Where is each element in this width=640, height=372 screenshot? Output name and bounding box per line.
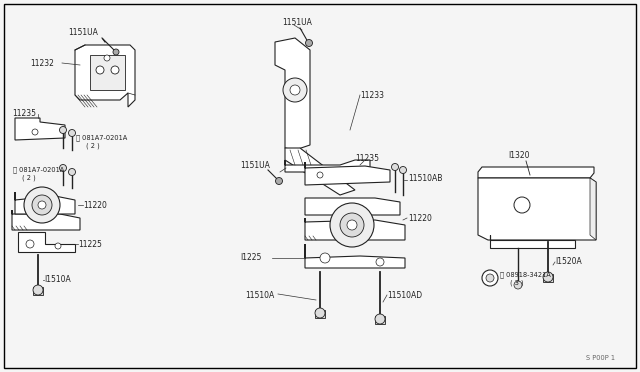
Text: Ⓑ 081A7-0201A: Ⓑ 081A7-0201A bbox=[76, 135, 127, 141]
Polygon shape bbox=[305, 244, 405, 268]
Circle shape bbox=[376, 258, 384, 266]
Text: 11510A: 11510A bbox=[245, 291, 275, 299]
Polygon shape bbox=[543, 274, 553, 282]
Circle shape bbox=[290, 85, 300, 95]
Text: I1225: I1225 bbox=[240, 253, 261, 263]
Circle shape bbox=[399, 167, 406, 173]
Circle shape bbox=[32, 129, 38, 135]
Text: ( 2 ): ( 2 ) bbox=[86, 143, 100, 149]
Text: ( 3 ): ( 3 ) bbox=[510, 280, 524, 286]
Polygon shape bbox=[285, 148, 355, 195]
Circle shape bbox=[33, 285, 43, 295]
Text: S P00P 1: S P00P 1 bbox=[586, 355, 615, 361]
Text: Ⓑ 081A7-0201A: Ⓑ 081A7-0201A bbox=[13, 167, 64, 173]
Circle shape bbox=[104, 55, 110, 61]
Text: ( 2 ): ( 2 ) bbox=[22, 175, 36, 181]
Text: I1320: I1320 bbox=[508, 151, 529, 160]
Circle shape bbox=[275, 177, 282, 185]
Polygon shape bbox=[15, 118, 65, 140]
Polygon shape bbox=[478, 178, 596, 240]
Circle shape bbox=[320, 253, 330, 263]
Circle shape bbox=[38, 201, 46, 209]
Polygon shape bbox=[315, 310, 325, 318]
Text: 11235: 11235 bbox=[12, 109, 36, 118]
Text: 1151UA: 1151UA bbox=[282, 17, 312, 26]
Circle shape bbox=[60, 126, 67, 134]
Text: 11225: 11225 bbox=[78, 240, 102, 248]
Circle shape bbox=[330, 203, 374, 247]
Circle shape bbox=[482, 270, 498, 286]
Circle shape bbox=[55, 243, 61, 249]
Polygon shape bbox=[375, 316, 385, 324]
Polygon shape bbox=[275, 38, 310, 150]
Polygon shape bbox=[12, 210, 80, 230]
Polygon shape bbox=[75, 45, 135, 107]
Text: I1510A: I1510A bbox=[44, 276, 71, 285]
Text: 11232: 11232 bbox=[30, 58, 54, 67]
Circle shape bbox=[111, 66, 119, 74]
Circle shape bbox=[24, 187, 60, 223]
Text: 11510AB: 11510AB bbox=[408, 173, 442, 183]
Text: 11220: 11220 bbox=[408, 214, 432, 222]
Circle shape bbox=[68, 129, 76, 137]
Circle shape bbox=[486, 274, 494, 282]
Polygon shape bbox=[305, 218, 405, 240]
Text: 11510AD: 11510AD bbox=[387, 291, 422, 299]
Text: 11233: 11233 bbox=[360, 90, 384, 99]
Circle shape bbox=[317, 172, 323, 178]
Polygon shape bbox=[490, 235, 575, 248]
Circle shape bbox=[315, 308, 325, 318]
Polygon shape bbox=[33, 287, 43, 295]
Polygon shape bbox=[15, 192, 75, 214]
Circle shape bbox=[113, 49, 119, 55]
Circle shape bbox=[60, 164, 67, 171]
Circle shape bbox=[68, 169, 76, 176]
Circle shape bbox=[283, 78, 307, 102]
Polygon shape bbox=[90, 55, 125, 90]
Circle shape bbox=[392, 164, 399, 170]
Circle shape bbox=[543, 272, 553, 282]
Text: I1520A: I1520A bbox=[555, 257, 582, 266]
Circle shape bbox=[340, 213, 364, 237]
Circle shape bbox=[96, 66, 104, 74]
Text: 11235: 11235 bbox=[355, 154, 379, 163]
Circle shape bbox=[305, 39, 312, 46]
Circle shape bbox=[347, 220, 357, 230]
Text: Ⓝ 08918-3421A: Ⓝ 08918-3421A bbox=[500, 272, 551, 278]
Circle shape bbox=[26, 240, 34, 248]
Circle shape bbox=[32, 195, 52, 215]
Text: 1151UA: 1151UA bbox=[240, 160, 270, 170]
Text: 11220: 11220 bbox=[83, 201, 107, 209]
Circle shape bbox=[514, 197, 530, 213]
Polygon shape bbox=[305, 198, 400, 215]
Polygon shape bbox=[305, 162, 390, 185]
Polygon shape bbox=[285, 160, 370, 172]
Polygon shape bbox=[18, 232, 75, 252]
Text: 1151UA: 1151UA bbox=[68, 28, 98, 36]
Circle shape bbox=[514, 281, 522, 289]
Polygon shape bbox=[590, 178, 596, 240]
Polygon shape bbox=[478, 167, 594, 178]
Circle shape bbox=[375, 314, 385, 324]
